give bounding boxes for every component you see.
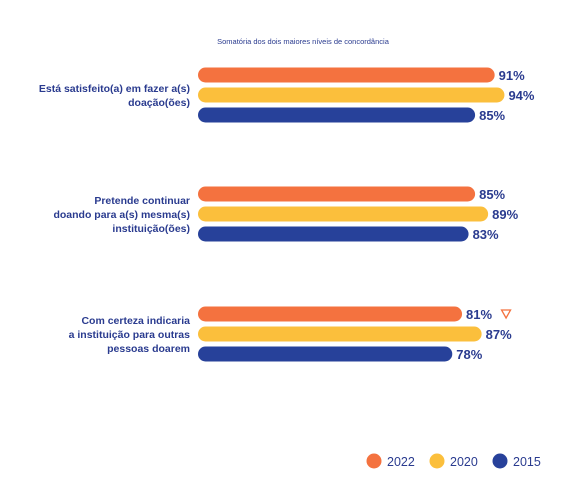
legend-swatch (366, 453, 382, 469)
data-label: 94% (508, 88, 534, 103)
data-label: 85% (479, 187, 505, 202)
chart-groups: Está satisfeito(a) em fazer a(s) doação(õ… (39, 67, 535, 362)
bar-2020 (198, 326, 482, 342)
bar-2022 (198, 306, 463, 322)
data-label: 87% (486, 327, 512, 342)
down-triangle-icon (500, 309, 512, 320)
data-label: 78% (456, 347, 482, 362)
legend-swatch (492, 453, 508, 469)
data-label: 81% (466, 307, 492, 322)
category-label-line: instituição(ões) (112, 223, 190, 235)
data-label: 91% (499, 68, 525, 83)
category-label: Com certeza indicaria a instituição para … (69, 315, 191, 355)
legend-item: 2015 (492, 453, 541, 469)
bar-2022 (198, 67, 495, 83)
bar-2015 (198, 346, 453, 362)
legend-label: 2020 (450, 455, 478, 469)
category-label-line: doando para a(s) mesma(s) (53, 209, 190, 221)
bar-2015 (198, 107, 476, 123)
legend: 2022 2020 2015 (366, 453, 541, 469)
category-label: Está satisfeito(a) em fazer a(s) doação(õ… (39, 83, 190, 109)
legend-item: 2020 (429, 453, 478, 469)
category-label: Pretende continuar doando para a(s) mesma… (53, 195, 190, 235)
legend-swatch (429, 453, 445, 469)
bar-group: Está satisfeito(a) em fazer a(s) doação(õ… (39, 67, 535, 123)
bar-group: Com certeza indicaria a instituição para … (69, 306, 512, 362)
category-label-line: Está satisfeito(a) em fazer a(s) (39, 83, 190, 95)
category-label-line: a instituição para outras (69, 329, 191, 341)
legend-label: 2022 (387, 455, 415, 469)
category-label-line: pessoas doarem (107, 343, 190, 355)
bar-group: Pretende continuar doando para a(s) mesma… (53, 186, 519, 242)
legend-label: 2015 (513, 455, 541, 469)
category-label-line: Pretende continuar (94, 195, 190, 207)
category-label-line: Com certeza indicaria (81, 315, 190, 327)
legend-item: 2022 (366, 453, 415, 469)
bar-2020 (198, 87, 505, 103)
chart-subtitle: Somatória dos dois maiores níveis de con… (217, 37, 390, 46)
data-label: 89% (492, 207, 518, 222)
data-label: 85% (479, 108, 505, 123)
category-label-line: doação(ões) (128, 97, 190, 109)
bar-2022 (198, 186, 476, 202)
bar-2015 (198, 226, 469, 242)
bar-2020 (198, 206, 489, 222)
data-label: 83% (473, 227, 499, 242)
